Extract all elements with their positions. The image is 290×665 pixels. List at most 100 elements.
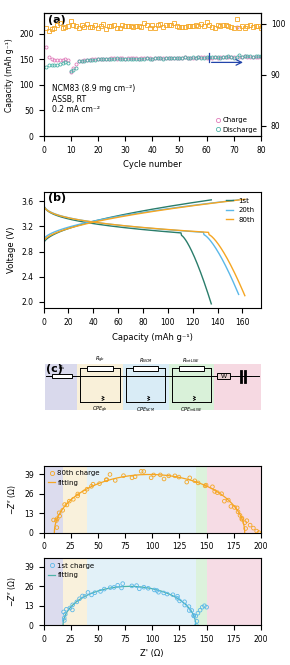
- Text: $CPE_{NCM}$: $CPE_{NCM}$: [136, 405, 155, 414]
- Bar: [63, 558, 87, 625]
- Point: [187, 473, 192, 483]
- Point: [161, 588, 166, 598]
- Point: [61, 606, 66, 617]
- Bar: [179, 366, 204, 370]
- Point: [177, 596, 182, 606]
- Point: [120, 579, 125, 589]
- Point: [222, 496, 227, 507]
- Point: [137, 583, 142, 594]
- Point: [158, 469, 163, 480]
- Point: [251, 523, 256, 533]
- Point: [204, 480, 209, 491]
- Legend: 80th charge, fitting: 80th charge, fitting: [47, 469, 101, 487]
- Bar: [123, 364, 168, 410]
- Text: $R_{intLISE}$: $R_{intLISE}$: [182, 356, 200, 365]
- Point: [175, 591, 180, 602]
- Point: [182, 600, 187, 610]
- Point: [240, 513, 244, 523]
- Text: W: W: [220, 374, 226, 378]
- Legend: 1st charge, fitting: 1st charge, fitting: [47, 561, 96, 580]
- Point: [68, 602, 72, 613]
- Point: [243, 523, 248, 534]
- Point: [240, 514, 244, 525]
- Point: [134, 581, 139, 591]
- Bar: [44, 465, 63, 533]
- Point: [189, 605, 194, 616]
- Point: [235, 503, 240, 513]
- Point: [71, 494, 76, 505]
- Point: [104, 475, 108, 485]
- Bar: [77, 364, 123, 410]
- Legend: Charge, Discharge: Charge, Discharge: [215, 117, 258, 132]
- Point: [219, 488, 224, 499]
- Bar: [52, 374, 72, 378]
- Point: [191, 610, 196, 621]
- Point: [75, 491, 80, 501]
- X-axis label: Cycle number: Cycle number: [123, 160, 182, 170]
- Point: [194, 620, 199, 630]
- Point: [108, 469, 112, 479]
- Y-axis label: $-Z''\ (\Omega)$: $-Z''\ (\Omega)$: [6, 483, 19, 515]
- Point: [70, 604, 75, 615]
- Point: [55, 522, 59, 533]
- Point: [89, 481, 94, 491]
- Point: [104, 474, 109, 485]
- Point: [187, 601, 191, 612]
- Point: [57, 511, 62, 521]
- Point: [187, 605, 192, 616]
- Point: [91, 479, 95, 489]
- Text: $CPE_{gb}$: $CPE_{gb}$: [92, 405, 108, 415]
- Point: [65, 499, 69, 510]
- Point: [97, 478, 102, 489]
- Bar: [133, 366, 158, 370]
- Point: [215, 487, 220, 498]
- Point: [238, 510, 242, 521]
- Point: [80, 591, 85, 601]
- Point: [175, 593, 180, 604]
- X-axis label: Z' (Ω): Z' (Ω): [140, 650, 164, 658]
- Point: [156, 587, 161, 598]
- Point: [229, 501, 233, 512]
- Bar: [214, 364, 261, 410]
- Bar: [44, 558, 63, 625]
- Point: [62, 615, 67, 626]
- Bar: [196, 465, 207, 533]
- Point: [182, 597, 187, 607]
- Point: [60, 505, 65, 515]
- Point: [155, 585, 159, 596]
- Point: [184, 477, 189, 487]
- Bar: [63, 465, 87, 533]
- Point: [146, 583, 151, 594]
- Point: [64, 604, 69, 614]
- Text: $R_{gb}$: $R_{gb}$: [95, 355, 105, 365]
- Point: [193, 611, 198, 622]
- Point: [62, 499, 67, 510]
- Point: [86, 587, 90, 598]
- Point: [200, 602, 205, 612]
- Bar: [87, 465, 196, 533]
- Point: [133, 471, 137, 482]
- Point: [108, 583, 113, 593]
- Bar: [87, 366, 113, 370]
- Point: [152, 585, 157, 595]
- Point: [63, 609, 68, 620]
- Point: [83, 591, 87, 602]
- Point: [62, 612, 66, 623]
- Bar: [87, 558, 196, 625]
- Point: [257, 527, 261, 538]
- Bar: [207, 465, 261, 533]
- Point: [142, 466, 146, 477]
- Text: $R_s$: $R_s$: [58, 363, 66, 372]
- Point: [198, 605, 202, 616]
- Y-axis label: Capacity (mAh g⁻¹): Capacity (mAh g⁻¹): [5, 38, 14, 112]
- Point: [75, 489, 80, 499]
- Point: [177, 471, 181, 482]
- Point: [98, 586, 103, 597]
- Point: [165, 589, 169, 599]
- Point: [121, 470, 126, 481]
- Point: [242, 517, 247, 528]
- Point: [195, 608, 200, 618]
- Point: [162, 473, 166, 484]
- Point: [254, 526, 259, 537]
- Point: [173, 471, 177, 481]
